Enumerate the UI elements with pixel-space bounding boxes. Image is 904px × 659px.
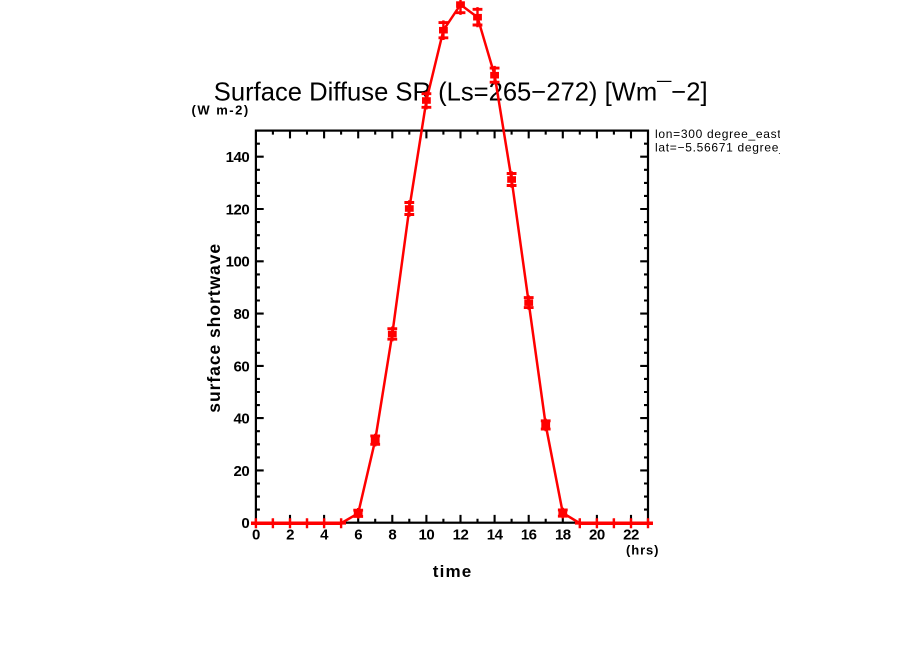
svg-text:4: 4 (320, 526, 329, 543)
svg-text:0: 0 (252, 526, 260, 543)
svg-text:80: 80 (234, 306, 250, 323)
svg-text:surface shortwave: surface shortwave (204, 243, 224, 413)
svg-text:(hrs): (hrs) (626, 543, 659, 558)
svg-text:40: 40 (234, 411, 250, 428)
svg-text:60: 60 (234, 358, 250, 375)
svg-text:8: 8 (388, 526, 396, 543)
svg-text:(W m-2): (W m-2) (192, 103, 250, 118)
svg-text:12: 12 (453, 526, 469, 543)
svg-text:140: 140 (226, 149, 250, 166)
svg-text:6: 6 (354, 526, 362, 543)
svg-text:14: 14 (487, 526, 504, 543)
svg-text:120: 120 (226, 201, 250, 218)
svg-text:lat=−5.56671 degree_north: lat=−5.56671 degree_north (655, 141, 817, 155)
svg-text:16: 16 (521, 526, 537, 543)
svg-text:18: 18 (555, 526, 571, 543)
svg-text:20: 20 (234, 463, 250, 480)
svg-text:time: time (433, 562, 473, 581)
svg-text:10: 10 (419, 526, 435, 543)
svg-text:lon=300 degree_east: lon=300 degree_east (655, 127, 781, 141)
svg-text:0: 0 (241, 515, 249, 532)
svg-text:Surface Diffuse SR (Ls=265−272: Surface Diffuse SR (Ls=265−272) [Wm¯−2] (214, 79, 708, 107)
svg-text:2: 2 (286, 526, 294, 543)
svg-text:100: 100 (226, 254, 250, 271)
svg-text:22: 22 (623, 526, 639, 543)
svg-text:20: 20 (589, 526, 605, 543)
